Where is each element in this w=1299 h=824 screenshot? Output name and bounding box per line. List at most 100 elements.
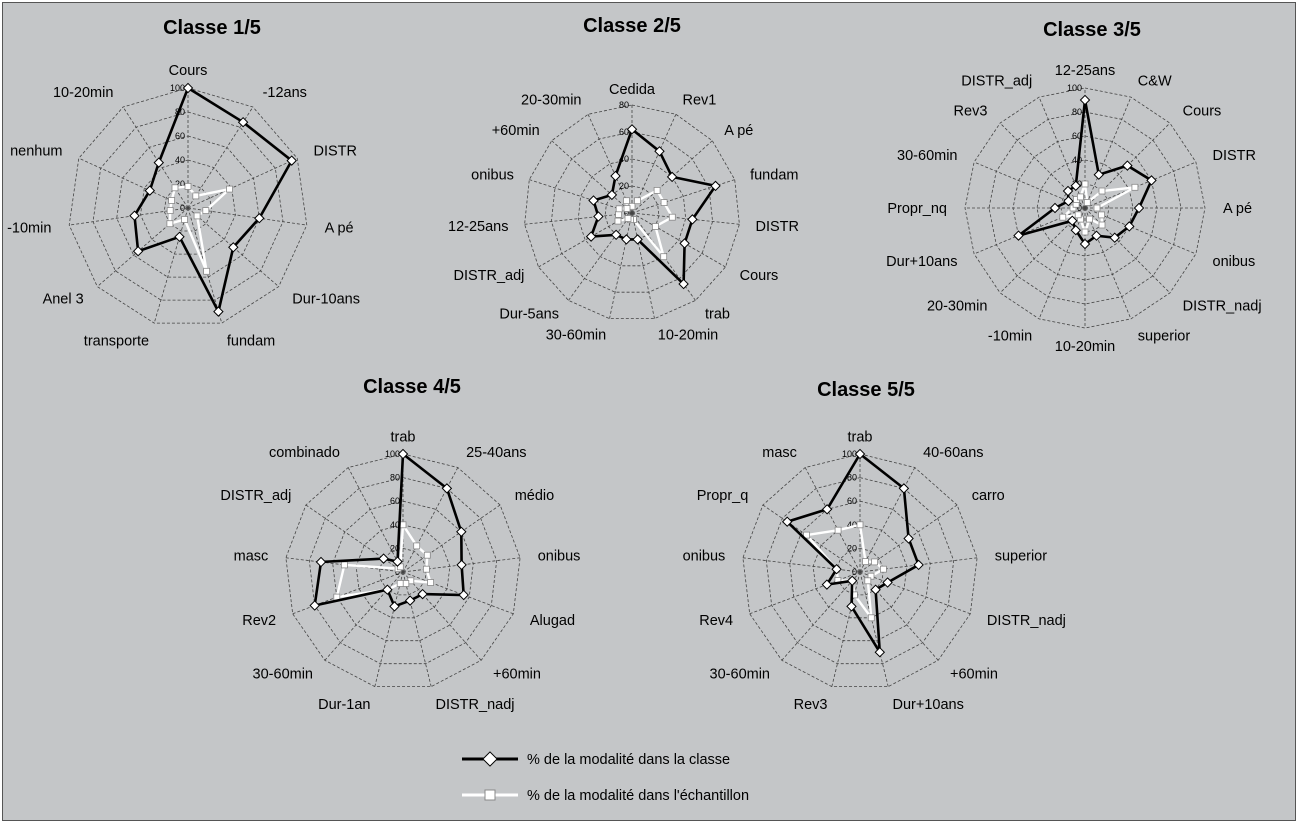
series-class-point	[679, 238, 690, 249]
series-class-point	[1062, 185, 1074, 197]
radar-chart-4: Classe 4/5 0 20 40 60 80 100 trab 25-40ans médio o…	[220, 376, 580, 713]
axis-label: -10min	[7, 221, 51, 237]
grid-spoke	[1038, 207, 1086, 320]
radar-chart-2: Classe 2/5 0 20 40 60 80 Cedida Rev1 A pé fundam D…	[448, 15, 799, 344]
tick-label: 40	[1072, 155, 1082, 165]
series-sample-point	[1086, 215, 1093, 223]
series-class-point	[254, 212, 265, 224]
axis-label: fundam	[750, 168, 798, 184]
series-sample-point	[880, 565, 887, 573]
series-sample-point	[399, 521, 407, 529]
series-class-point	[632, 234, 643, 245]
chart-title: Classe 5/5	[817, 379, 915, 401]
axis-label: Dur-10ans	[292, 291, 360, 307]
series-class-point	[456, 526, 467, 538]
axis-label: DISTR_adj	[961, 74, 1032, 90]
series-class-point	[1079, 94, 1091, 106]
axis-label: Dur+10ans	[886, 254, 957, 270]
series-class-point	[228, 242, 239, 253]
series-class-point	[1013, 230, 1024, 241]
tick-label: 80	[390, 473, 400, 483]
series-sample-point	[624, 215, 632, 222]
tick-label: 0	[395, 567, 400, 577]
series-class-point	[903, 533, 914, 544]
grid-spoke	[402, 571, 482, 661]
axis-label: 25-40ans	[466, 445, 526, 461]
series-sample-point	[166, 220, 174, 228]
series-class-point	[1070, 180, 1082, 192]
axis-label: A pé	[1223, 201, 1252, 217]
axis-label: +60min	[950, 667, 998, 683]
axis-label: A pé	[325, 221, 354, 237]
axis-label: DISTR	[756, 219, 800, 235]
axis-label: 30-60min	[253, 667, 313, 683]
series-class-point	[874, 646, 886, 658]
tick-label: 80	[847, 473, 857, 483]
series-sample-point	[856, 521, 864, 529]
series-sample-point	[413, 542, 421, 550]
grid-ring	[332, 500, 474, 642]
series-class-point	[654, 146, 665, 157]
grid-spoke	[187, 157, 298, 209]
axis-label: +60min	[493, 667, 541, 683]
radar-chart-3: Classe 3/502040608010012-25ansC&WCoursDI…	[886, 19, 1261, 355]
tick-label: 100	[1067, 83, 1082, 93]
series-class-line	[313, 451, 466, 609]
axis-label: Propr_nq	[887, 201, 947, 217]
series-sample-point	[168, 197, 176, 204]
tick-label: 60	[175, 131, 185, 141]
series-class-point	[621, 234, 632, 245]
series-class-point	[1133, 202, 1145, 214]
series-sample-point	[614, 217, 622, 225]
series-sample-point	[203, 267, 211, 275]
series-class-point	[213, 306, 224, 317]
grid-ring	[116, 135, 260, 278]
axis-label: 12-25ans	[448, 219, 508, 235]
axis-label: Rev3	[954, 103, 988, 119]
series-class-point	[1070, 224, 1082, 236]
series-sample-point	[1081, 180, 1089, 188]
series-class-point	[666, 171, 678, 183]
grid-spoke	[831, 571, 861, 687]
axis-label: 20-30min	[927, 299, 987, 315]
grid-spoke	[749, 571, 861, 615]
axis-label: DISTR_adj	[220, 488, 291, 504]
grid-ring	[742, 453, 978, 687]
grid-spoke	[529, 179, 633, 214]
series-class-point	[1146, 175, 1157, 186]
axis-label: masc	[234, 549, 269, 565]
series-class-point	[626, 124, 638, 135]
series-class-point	[1067, 215, 1078, 226]
axis-label: 10-20min	[658, 328, 718, 344]
series-class-point	[710, 180, 721, 192]
tick-label: 40	[619, 154, 629, 164]
axis-label: Cedida	[609, 82, 656, 98]
grid-spoke	[631, 212, 726, 268]
grid-ring	[789, 500, 931, 642]
axis-label: trab	[391, 429, 416, 445]
axis-label: Cours	[169, 63, 208, 79]
series-sample-point	[1083, 199, 1091, 206]
grid-ring	[550, 131, 714, 293]
series-class-line	[589, 127, 718, 287]
legend: % de la modalité dans la classe % de la …	[462, 751, 749, 804]
series-class-point	[870, 584, 881, 595]
tick-label: 60	[390, 496, 400, 506]
axis-label: A pé	[724, 123, 753, 139]
series-sample-point	[668, 213, 676, 221]
series-class-point	[1124, 221, 1135, 232]
series-sample-point	[871, 558, 878, 566]
grid-spoke	[324, 571, 404, 661]
grid-spoke	[402, 504, 501, 573]
axis-label: Dur+10ans	[893, 697, 964, 713]
series-sample-point	[862, 558, 869, 565]
series-class-point	[854, 448, 866, 460]
grid-spoke	[631, 212, 655, 319]
axis-label: onibus	[538, 549, 581, 565]
tick-label: 0	[180, 203, 185, 213]
series-sample-point	[660, 253, 668, 261]
grid-spoke	[551, 140, 633, 214]
axis-label: Rev4	[699, 613, 733, 629]
series-sample-point	[1098, 187, 1106, 195]
